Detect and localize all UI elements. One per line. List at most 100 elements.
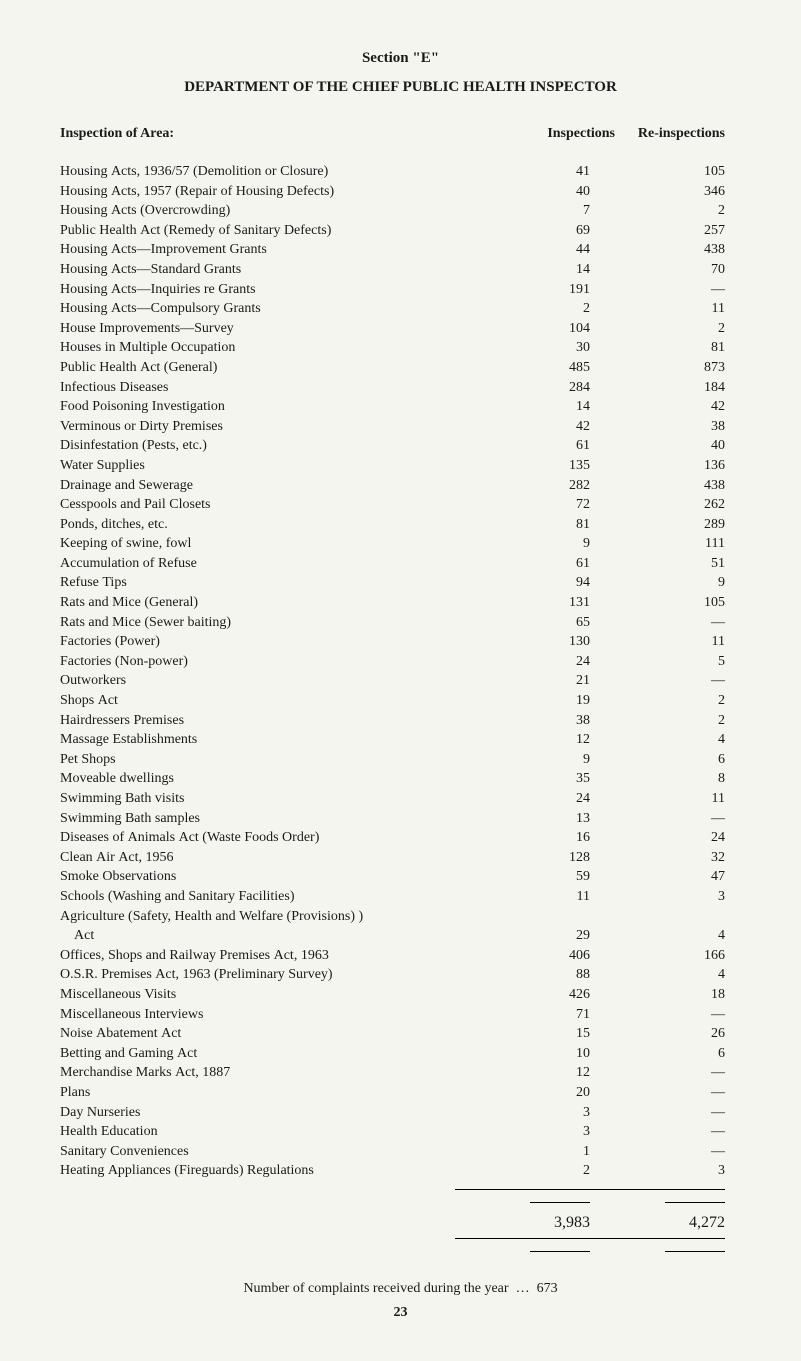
reinspections-value: 111 <box>590 534 725 554</box>
table-row: Outworkers21— <box>60 671 741 691</box>
inspections-value: 20 <box>455 1083 590 1103</box>
table-row: Act294 <box>60 926 741 946</box>
item-name: Housing Acts—Standard Grants <box>60 260 455 280</box>
reinspections-value: — <box>590 809 725 829</box>
table-row: Massage Establishments124 <box>60 730 741 750</box>
inspections-value: 485 <box>455 358 590 378</box>
inspections-value: 61 <box>455 436 590 456</box>
inspections-value: 131 <box>455 593 590 613</box>
header-reinspections: Re-inspections <box>615 126 725 142</box>
reinspections-value: 873 <box>590 358 725 378</box>
reinspections-value: 438 <box>590 476 725 496</box>
inspections-value: 7 <box>455 201 590 221</box>
inspections-value: 24 <box>455 652 590 672</box>
item-name: Housing Acts (Overcrowding) <box>60 201 455 221</box>
item-name: Swimming Bath visits <box>60 789 455 809</box>
reinspections-value: 6 <box>590 1044 725 1064</box>
department-title: DEPARTMENT OF THE CHIEF PUBLIC HEALTH IN… <box>60 79 741 96</box>
item-name: Housing Acts, 1957 (Repair of Housing De… <box>60 182 455 202</box>
reinspections-value: 51 <box>590 554 725 574</box>
header-inspections: Inspections <box>420 126 615 142</box>
table-row: Offices, Shops and Railway Premises Act,… <box>60 946 741 966</box>
reinspections-value: 11 <box>590 299 725 319</box>
inspections-value: 15 <box>455 1024 590 1044</box>
reinspections-value: 4 <box>590 730 725 750</box>
inspections-value: 282 <box>455 476 590 496</box>
section-title: Section "E" <box>60 50 741 67</box>
table-row: Housing Acts—Improvement Grants44438 <box>60 240 741 260</box>
item-name: Clean Air Act, 1956 <box>60 848 455 868</box>
complaints-text: Number of complaints received during the… <box>243 1281 508 1296</box>
item-name: Housing Acts—Inquiries re Grants <box>60 280 455 300</box>
item-name: Plans <box>60 1083 455 1103</box>
inspections-value: 72 <box>455 495 590 515</box>
item-name: Drainage and Sewerage <box>60 476 455 496</box>
reinspections-value: 105 <box>590 593 725 613</box>
reinspections-value: 9 <box>590 573 725 593</box>
complaints-ellipsis: … <box>516 1281 530 1296</box>
reinspections-value: — <box>590 1142 725 1162</box>
reinspections-value: 40 <box>590 436 725 456</box>
reinspections-value: — <box>590 671 725 691</box>
table-row: Diseases of Animals Act (Waste Foods Ord… <box>60 828 741 848</box>
inspections-value: 16 <box>455 828 590 848</box>
inspection-table: Housing Acts, 1936/57 (Demolition or Clo… <box>60 162 741 1181</box>
table-row: Rats and Mice (Sewer baiting)65— <box>60 613 741 633</box>
reinspections-value: 8 <box>590 769 725 789</box>
item-name: Outworkers <box>60 671 455 691</box>
page-container: Section "E" DEPARTMENT OF THE CHIEF PUBL… <box>0 0 801 1361</box>
inspections-value: 9 <box>455 534 590 554</box>
table-row: Shops Act192 <box>60 691 741 711</box>
reinspections-value <box>590 907 725 927</box>
item-name: Cesspools and Pail Closets <box>60 495 455 515</box>
item-name: Housing Acts, 1936/57 (Demolition or Clo… <box>60 162 455 182</box>
item-name: Day Nurseries <box>60 1103 455 1123</box>
inspections-value: 284 <box>455 378 590 398</box>
table-row: Housing Acts (Overcrowding)72 <box>60 201 741 221</box>
table-row: Swimming Bath visits2411 <box>60 789 741 809</box>
item-name: O.S.R. Premises Act, 1963 (Preliminary S… <box>60 965 455 985</box>
inspections-value: 19 <box>455 691 590 711</box>
item-name: Agriculture (Safety, Health and Welfare … <box>60 907 455 927</box>
table-row: Smoke Observations5947 <box>60 867 741 887</box>
reinspections-value: 2 <box>590 319 725 339</box>
inspections-value: 13 <box>455 809 590 829</box>
reinspections-value: 3 <box>590 887 725 907</box>
item-name: Public Health Act (Remedy of Sanitary De… <box>60 221 455 241</box>
item-name: Houses in Multiple Occupation <box>60 338 455 358</box>
table-row: Pet Shops96 <box>60 750 741 770</box>
inspections-value: 30 <box>455 338 590 358</box>
item-name: Offices, Shops and Railway Premises Act,… <box>60 946 455 966</box>
table-row: Factories (Power)13011 <box>60 632 741 652</box>
table-row: Housing Acts—Standard Grants1470 <box>60 260 741 280</box>
inspections-value: 24 <box>455 789 590 809</box>
item-name: Refuse Tips <box>60 573 455 593</box>
item-name: Heating Appliances (Fireguards) Regulati… <box>60 1161 455 1181</box>
page-number: 23 <box>60 1305 741 1321</box>
reinspections-value: — <box>590 613 725 633</box>
inspections-value: 191 <box>455 280 590 300</box>
reinspections-value: 262 <box>590 495 725 515</box>
item-name: Miscellaneous Interviews <box>60 1005 455 1025</box>
table-row: Merchandise Marks Act, 188712— <box>60 1063 741 1083</box>
inspections-value: 71 <box>455 1005 590 1025</box>
inspections-value: 35 <box>455 769 590 789</box>
reinspections-value: 4 <box>590 926 725 946</box>
table-row: Housing Acts—Compulsory Grants211 <box>60 299 741 319</box>
table-row: Agriculture (Safety, Health and Welfare … <box>60 907 741 927</box>
inspections-value: 9 <box>455 750 590 770</box>
reinspections-value: — <box>590 1005 725 1025</box>
table-row: Food Poisoning Investigation1442 <box>60 397 741 417</box>
table-row: Public Health Act (Remedy of Sanitary De… <box>60 221 741 241</box>
reinspections-value: 289 <box>590 515 725 535</box>
item-name: Miscellaneous Visits <box>60 985 455 1005</box>
item-name: Health Education <box>60 1122 455 1142</box>
reinspections-value: 38 <box>590 417 725 437</box>
item-name: Betting and Gaming Act <box>60 1044 455 1064</box>
reinspections-value: — <box>590 1122 725 1142</box>
table-row: Rats and Mice (General)131105 <box>60 593 741 613</box>
inspections-value: 426 <box>455 985 590 1005</box>
inspections-value: 88 <box>455 965 590 985</box>
reinspections-value: 5 <box>590 652 725 672</box>
reinspections-value: 4 <box>590 965 725 985</box>
